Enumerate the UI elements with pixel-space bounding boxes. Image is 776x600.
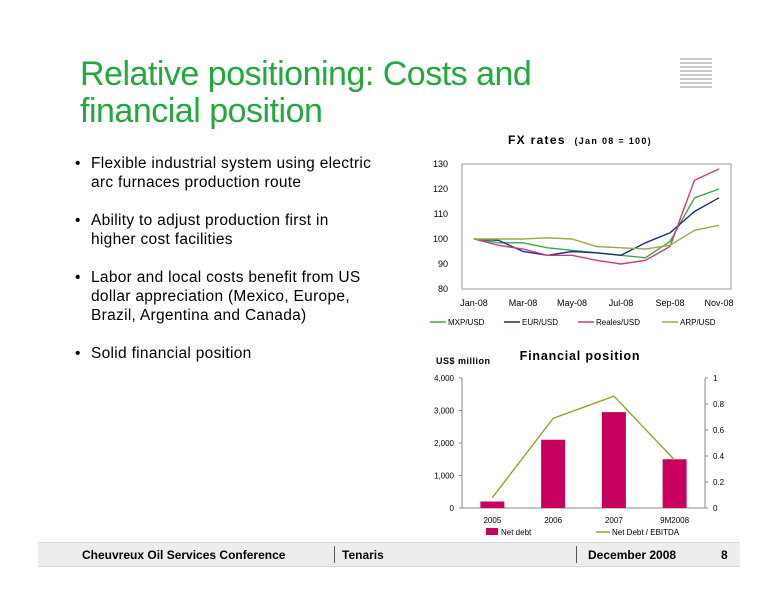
fx-series-line bbox=[474, 224, 720, 250]
bullet-text: Solid financial position bbox=[91, 345, 252, 362]
fx-x-tick-label: Jan-08 bbox=[460, 298, 488, 308]
fin-chart-title: Financial position bbox=[520, 349, 641, 363]
fx-chart-title: FX rates bbox=[508, 133, 566, 147]
fin-y-tick-label: 4,000 bbox=[434, 374, 455, 383]
bullet-text: Flexible industrial system using electri… bbox=[91, 155, 372, 191]
fx-plot-area bbox=[461, 163, 732, 290]
fx-y-tick-label: 90 bbox=[438, 259, 448, 269]
bullet-list: • Flexible industrial system using electr… bbox=[75, 154, 375, 382]
footer-bar: Cheuvreux Oil Services Conference Tenari… bbox=[38, 542, 740, 567]
footer-conference: Cheuvreux Oil Services Conference bbox=[82, 548, 286, 562]
fin-legend-label: Net Debt / EBITDA bbox=[612, 528, 680, 537]
fx-legend-label: MXP/USD bbox=[448, 318, 485, 327]
fx-y-tick-label: 100 bbox=[433, 234, 448, 244]
slide-title-line-1: Relative positioning: Costs and bbox=[80, 55, 532, 93]
fin-chart-ylabel: US$ million bbox=[436, 356, 491, 366]
footer-divider bbox=[576, 546, 577, 563]
footer-divider bbox=[334, 546, 335, 563]
bullet-item: • Solid financial position bbox=[75, 344, 375, 363]
fin-x-tick-label: 9M2008 bbox=[660, 516, 689, 525]
fx-y-tick-label: 80 bbox=[438, 284, 448, 294]
fin-y2-tick-label: 0.8 bbox=[713, 400, 725, 409]
fx-x-tick-label: May-08 bbox=[557, 298, 587, 308]
bullet-text: Ability to adjust production first in hi… bbox=[91, 212, 329, 248]
bullet-dot-icon: • bbox=[75, 269, 81, 286]
fin-bar bbox=[541, 439, 566, 508]
fx-legend-label: Reales/USD bbox=[596, 318, 640, 327]
fin-y-tick-label: 3,000 bbox=[434, 407, 455, 416]
fin-x-tick-label: 2006 bbox=[544, 516, 562, 525]
fx-legend-label: EUR/USD bbox=[522, 318, 558, 327]
fin-bar bbox=[601, 412, 626, 508]
fx-chart-subtitle: (Jan 08 = 100) bbox=[574, 136, 652, 146]
financial-position-chart: Financial position US$ million 0 1,000 2,0… bbox=[434, 349, 725, 537]
footer-company: Tenaris bbox=[342, 548, 384, 562]
svg-text:FX rates (Jan 08 = 100): FX rates (Jan 08 = 100) bbox=[508, 133, 652, 147]
fx-x-tick-label: Nov-08 bbox=[704, 298, 733, 308]
fin-ratio-line bbox=[491, 395, 676, 499]
fin-y2-tick-label: 0 bbox=[713, 504, 718, 513]
fx-y-tick-label: 110 bbox=[434, 209, 448, 219]
fx-x-tick-label: Mar-08 bbox=[509, 298, 538, 308]
fin-x-tick-label: 2007 bbox=[605, 516, 623, 525]
fin-legend-swatch bbox=[486, 528, 498, 535]
fin-y2-tick-label: 0.4 bbox=[713, 452, 725, 461]
fin-x-tick-label: 2005 bbox=[483, 516, 501, 525]
fin-y-tick-label: 2,000 bbox=[434, 439, 455, 448]
fx-legend-label: ARP/USD bbox=[680, 318, 716, 327]
fin-bar bbox=[662, 459, 687, 508]
fx-x-tick-label: Jul-08 bbox=[609, 298, 634, 308]
bullet-text: Labor and local costs benefit from US do… bbox=[91, 269, 361, 324]
fx-y-tick-label: 130 bbox=[433, 159, 448, 169]
bullet-dot-icon: • bbox=[75, 345, 81, 362]
bullet-item: • Flexible industrial system using electr… bbox=[75, 154, 375, 192]
footer-date: December 2008 bbox=[588, 548, 677, 562]
fin-y2-tick-label: 0.6 bbox=[713, 426, 725, 435]
fin-y-tick-label: 1,000 bbox=[434, 472, 455, 481]
footer-page-number: 8 bbox=[721, 548, 728, 562]
fin-y2-tick-label: 1 bbox=[713, 374, 718, 383]
fx-y-tick-label: 120 bbox=[433, 184, 448, 194]
fx-x-tick-label: Sep-08 bbox=[655, 298, 684, 308]
fx-series-line bbox=[473, 168, 720, 265]
slide-title: Relative positioning: Costs and financia… bbox=[80, 56, 640, 130]
slide-title-line-2: financial position bbox=[80, 92, 323, 130]
bullet-dot-icon: • bbox=[75, 155, 81, 172]
fin-legend-label: Net debt bbox=[501, 528, 532, 537]
fin-bar bbox=[480, 501, 505, 508]
bullet-item: • Ability to adjust production first in h… bbox=[75, 211, 375, 249]
fin-y2-tick-label: 0.2 bbox=[713, 478, 725, 487]
bullet-dot-icon: • bbox=[75, 212, 81, 229]
fx-rates-chart: FX rates (Jan 08 = 100) 80 90 100 110 120 130… bbox=[430, 133, 734, 327]
bullet-item: • Labor and local costs benefit from US d… bbox=[75, 268, 375, 325]
fin-y-tick-label: 0 bbox=[450, 504, 455, 513]
company-logo-icon bbox=[680, 58, 712, 92]
